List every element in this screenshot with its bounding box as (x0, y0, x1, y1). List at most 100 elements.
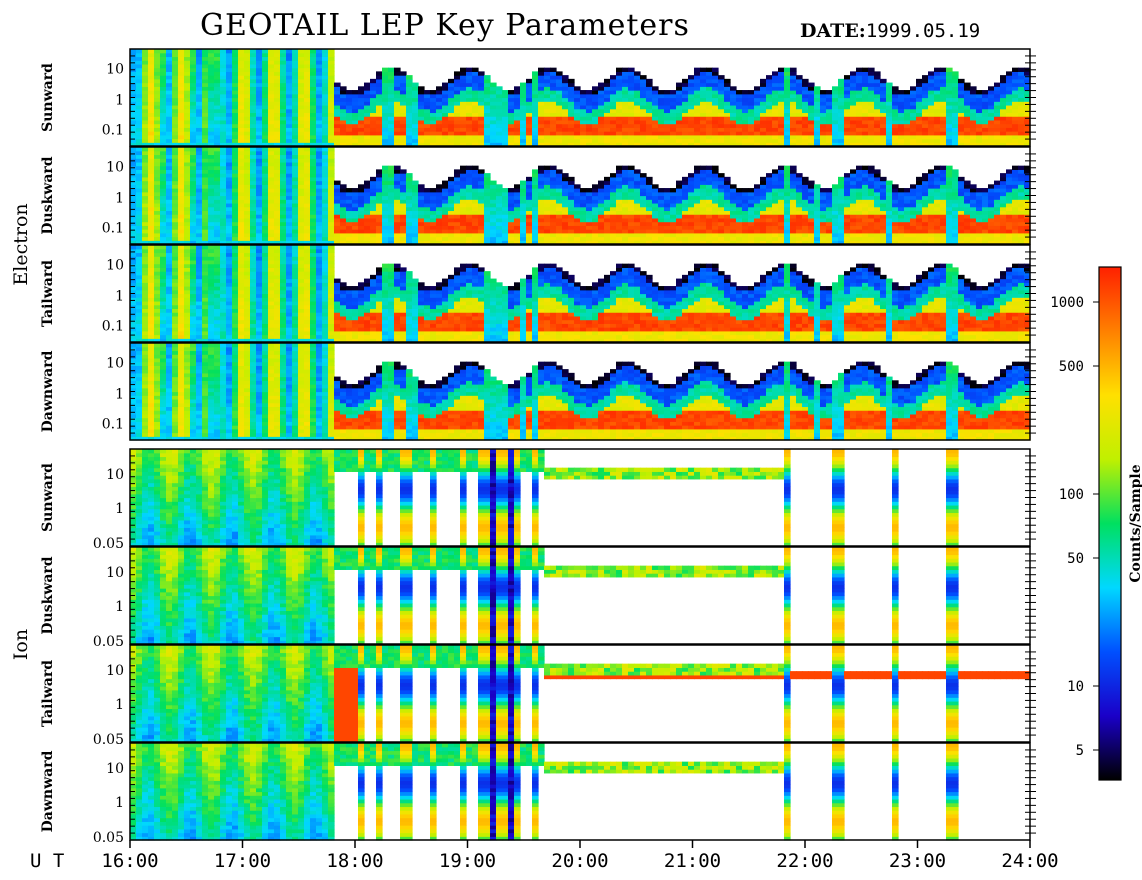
heatmap-cell (478, 116, 485, 120)
heatmap-cell (916, 79, 923, 83)
heatmap-cell (190, 101, 197, 105)
heatmap-cell (640, 222, 647, 226)
heatmap-cell (172, 199, 179, 203)
heatmap-cell (922, 139, 929, 143)
heatmap-cell (724, 90, 731, 94)
heatmap-cell (484, 222, 491, 226)
heatmap-cell (310, 86, 317, 90)
heatmap-cell (958, 94, 965, 98)
heatmap-cell (538, 181, 545, 185)
heatmap-cell (616, 210, 623, 214)
heatmap-cell (292, 83, 299, 87)
heatmap-cell (532, 199, 539, 203)
heatmap-cell (250, 135, 257, 139)
heatmap-cell (238, 207, 245, 211)
heatmap-cell (538, 169, 545, 173)
heatmap-cell (370, 98, 377, 102)
heatmap-cell (322, 71, 329, 75)
heatmap-cell (484, 105, 491, 109)
heatmap-cell (748, 105, 755, 109)
heatmap-cell (466, 120, 473, 124)
heatmap-cell (268, 101, 275, 105)
heatmap-cell (676, 105, 683, 109)
heatmap-cell (880, 116, 887, 120)
heatmap-cell (688, 109, 695, 113)
heatmap-cell (904, 109, 911, 113)
heatmap-cell (496, 210, 503, 214)
heatmap-cell (712, 131, 719, 135)
heatmap-cell (646, 181, 653, 185)
heatmap-cell (166, 214, 173, 218)
heatmap-cell (508, 105, 515, 109)
heatmap-cell (880, 94, 887, 98)
heatmap-cell (814, 112, 821, 116)
heatmap-cell (1012, 139, 1019, 143)
heatmap-cell (490, 203, 497, 207)
heatmap-cell (490, 196, 497, 200)
heatmap-cell (316, 225, 323, 229)
heatmap-cell (832, 105, 839, 109)
heatmap-cell (724, 83, 731, 87)
heatmap-cell (136, 105, 143, 109)
heatmap-cell (634, 94, 641, 98)
heatmap-cell (298, 131, 305, 135)
heatmap-cell (850, 124, 857, 128)
heatmap-cell (478, 199, 485, 203)
heatmap-cell (862, 83, 869, 87)
heatmap-cell (220, 86, 227, 90)
heatmap-cell (730, 112, 737, 116)
heatmap-cell (928, 127, 935, 131)
heatmap-cell (622, 101, 629, 105)
heatmap-cell (1000, 135, 1007, 139)
heatmap-cell (346, 120, 353, 124)
heatmap-cell (910, 135, 917, 139)
heatmap-cell (172, 135, 179, 139)
heatmap-cell (346, 135, 353, 139)
heatmap-cell (376, 237, 383, 241)
heatmap-cell (766, 90, 773, 94)
heatmap-cell (700, 101, 707, 105)
heatmap-cell (424, 192, 431, 196)
heatmap-cell (874, 90, 881, 94)
heatmap-cell (136, 184, 143, 188)
heatmap-cell (886, 120, 893, 124)
heatmap-cell (148, 233, 155, 237)
heatmap-cell (442, 101, 449, 105)
heatmap-cell (484, 203, 491, 207)
heatmap-cell (874, 109, 881, 113)
heatmap-cell (226, 56, 233, 60)
heatmap-cell (226, 199, 233, 203)
heatmap-cell (250, 162, 257, 166)
heatmap-cell (292, 94, 299, 98)
heatmap-cell (616, 131, 623, 135)
heatmap-cell (520, 90, 527, 94)
heatmap-cell (226, 154, 233, 158)
heatmap-cell (400, 192, 407, 196)
heatmap-cell (394, 214, 401, 218)
heatmap-cell (412, 105, 419, 109)
heatmap-cell (238, 60, 245, 64)
heatmap-cell (592, 90, 599, 94)
heatmap-cell (166, 158, 173, 162)
heatmap-cell (370, 233, 377, 237)
heatmap-cell (220, 101, 227, 105)
heatmap-cell (448, 101, 455, 105)
heatmap-cell (688, 229, 695, 233)
heatmap-cell (616, 75, 623, 79)
heatmap-cell (910, 131, 917, 135)
heatmap-cell (226, 105, 233, 109)
heatmap-cell (628, 105, 635, 109)
heatmap-cell (856, 120, 863, 124)
heatmap-cell (994, 94, 1001, 98)
heatmap-cell (718, 98, 725, 102)
heatmap-cell (232, 158, 239, 162)
heatmap-cell (868, 135, 875, 139)
heatmap-cell (424, 139, 431, 143)
heatmap-cell (130, 109, 137, 113)
heatmap-cell (136, 64, 143, 68)
heatmap-cell (856, 105, 863, 109)
heatmap-cell (634, 222, 641, 226)
heatmap-cell (526, 199, 533, 203)
heatmap-cell (376, 86, 383, 90)
heatmap-cell (352, 116, 359, 120)
